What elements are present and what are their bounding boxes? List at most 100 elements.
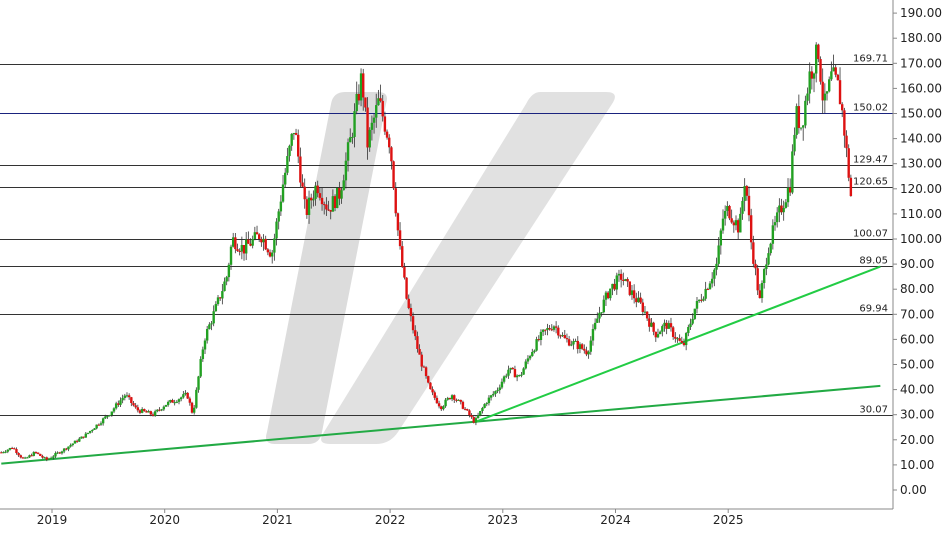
- candle-body: [281, 184, 285, 202]
- candle-body: [736, 220, 740, 233]
- candle-body: [34, 452, 38, 454]
- candle-body: [136, 407, 140, 411]
- candle-body: [784, 202, 788, 208]
- candle-body: [394, 188, 397, 214]
- candle-body: [550, 329, 553, 331]
- candle-body: [797, 106, 801, 128]
- candle-body: [93, 428, 96, 430]
- candle-body: [203, 340, 207, 350]
- y-tick-label: 170.00: [900, 56, 942, 70]
- candle-body: [767, 253, 770, 265]
- candle-body: [372, 117, 376, 123]
- candle-body: [669, 323, 673, 328]
- candle-body: [10, 448, 14, 450]
- candle-body: [110, 411, 114, 416]
- candle-body: [593, 322, 597, 330]
- candle-body: [140, 409, 144, 413]
- candle-body: [238, 250, 241, 252]
- y-tick-label: 0.00: [900, 483, 927, 497]
- candle-body: [342, 180, 345, 191]
- candle-body: [697, 299, 701, 301]
- candle-body: [791, 151, 794, 193]
- candle-body: [825, 91, 829, 94]
- candle-body: [112, 408, 116, 412]
- candle-body: [362, 73, 365, 98]
- candle-body: [290, 133, 293, 146]
- candle-body: [613, 283, 616, 290]
- trendlines: [1, 265, 881, 465]
- candle-body: [257, 234, 261, 240]
- candle-body: [461, 401, 465, 409]
- candle-body: [396, 213, 400, 231]
- candle-body: [645, 311, 649, 319]
- candle-body: [301, 182, 304, 187]
- candle-body: [489, 395, 493, 398]
- candle-body: [73, 440, 77, 444]
- candle-body: [513, 369, 517, 378]
- candle-body: [450, 395, 454, 400]
- candle-body: [253, 232, 257, 239]
- candle-body: [279, 201, 283, 212]
- candle-body: [531, 351, 534, 357]
- candle-body: [622, 279, 625, 281]
- candle-body: [526, 358, 530, 362]
- candle-body: [275, 221, 278, 239]
- candle-body: [617, 273, 621, 276]
- candle-body: [609, 288, 612, 299]
- candle-body: [175, 401, 179, 403]
- candle-body: [160, 409, 163, 411]
- candle-body: [680, 340, 684, 343]
- candle-body: [518, 375, 521, 377]
- x-tick-label: 2022: [375, 513, 406, 527]
- candle-body: [353, 111, 356, 137]
- candle-body: [58, 452, 62, 454]
- candle-body: [498, 387, 501, 391]
- candle-body: [164, 404, 168, 407]
- candle-body: [171, 400, 174, 403]
- candle-body: [36, 452, 40, 454]
- candle-body: [604, 292, 608, 300]
- candle-body: [127, 395, 131, 398]
- candle-body: [715, 263, 718, 270]
- y-tick-label: 110.00: [900, 207, 942, 221]
- level-label-1: 150.02: [853, 103, 888, 114]
- candle-body: [184, 392, 187, 395]
- candle-body: [708, 283, 712, 290]
- candle-body: [62, 448, 66, 452]
- candle-body: [648, 318, 651, 327]
- candle-body: [262, 238, 265, 243]
- candle-body: [494, 391, 497, 394]
- candle-body: [812, 73, 816, 79]
- candle-body: [41, 455, 44, 458]
- candle-body: [431, 389, 434, 393]
- x-tick-label: 2021: [262, 513, 293, 527]
- candle-body: [808, 71, 811, 94]
- candle-body: [778, 205, 781, 213]
- candle-body: [743, 186, 746, 201]
- candle-body: [479, 411, 482, 416]
- candle-body: [390, 147, 393, 162]
- y-tick-label: 70.00: [900, 307, 934, 321]
- candle-body: [628, 281, 632, 295]
- trendline-1: [474, 265, 881, 424]
- candle-body: [689, 323, 692, 328]
- candle-body: [845, 135, 848, 149]
- candle-body: [364, 97, 367, 108]
- candle-body: [97, 424, 101, 426]
- candle-body: [823, 93, 827, 101]
- y-tick-label: 160.00: [900, 81, 942, 95]
- candle-body: [88, 430, 92, 433]
- candle-body: [654, 331, 658, 338]
- candle-body: [86, 432, 90, 434]
- candle-body: [117, 403, 120, 405]
- candle-body: [249, 243, 252, 246]
- candle-body: [405, 277, 408, 299]
- candle-body: [75, 440, 79, 442]
- candle-body: [663, 322, 666, 327]
- candle-body: [435, 397, 439, 404]
- candle-body: [591, 329, 595, 341]
- x-tick-label: 2025: [713, 513, 744, 527]
- candle-body: [732, 222, 736, 226]
- candle-body: [242, 245, 246, 254]
